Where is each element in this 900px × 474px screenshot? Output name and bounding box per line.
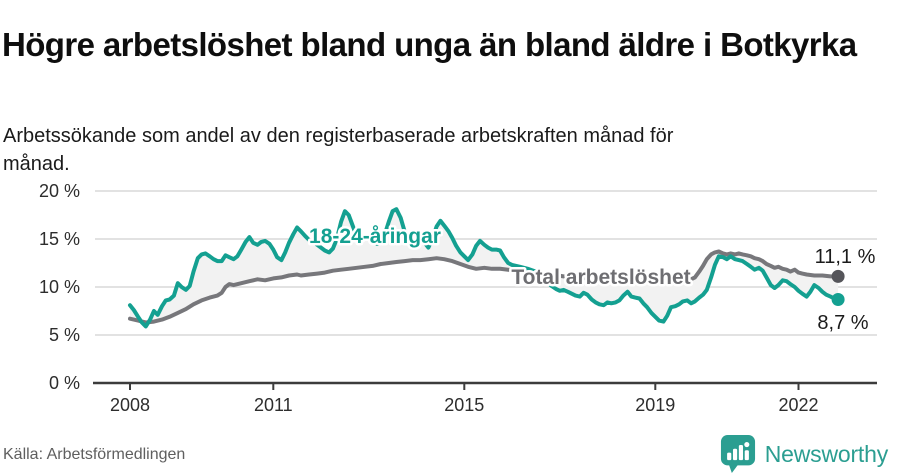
y-tick-label-5: 5 %	[49, 325, 80, 345]
line-youth-unemployment	[128, 207, 841, 329]
y-tick-label-0: 0 %	[49, 373, 80, 393]
line-total-unemployment	[128, 249, 841, 325]
y-tick-label-15: 15 %	[39, 229, 80, 249]
x-tick-label-2019: 2019	[635, 395, 675, 415]
page-title: Högre arbetslöshet bland unga än bland ä…	[2, 26, 857, 64]
chart-area: 20 % 15 % 10 % 5 % 0 % 2008 2011 2015 20…	[0, 170, 900, 430]
y-tick-label-20: 20 %	[39, 181, 80, 201]
end-value-total: 11,1 %	[815, 246, 876, 268]
newsworthy-logo-icon	[720, 435, 755, 473]
y-tick-label-10: 10 %	[39, 277, 80, 297]
x-tick-label-2011: 2011	[254, 395, 293, 415]
series-label-total: Total arbetslöshet	[511, 266, 690, 289]
chart-subtitle: Arbetssökande som andel av den registerb…	[3, 125, 674, 175]
chart-canvas: 20 % 15 % 10 % 5 % 0 % 2008 2011 2015 20…	[39, 181, 877, 415]
end-dot-youth	[831, 293, 845, 306]
x-tick-label-2022: 2022	[778, 395, 818, 415]
source-note: Källa: Arbetsförmedlingen	[3, 446, 186, 463]
end-value-youth: 8,7 %	[817, 312, 868, 334]
brand-name: Newsworthy	[764, 440, 888, 467]
x-tick-label-2015: 2015	[444, 395, 484, 415]
end-dot-total	[831, 269, 845, 283]
x-tick-label-2008: 2008	[110, 395, 150, 415]
brand-footer: Newsworthy	[720, 434, 888, 474]
series-label-youth: 18-24-åringar	[309, 225, 441, 248]
